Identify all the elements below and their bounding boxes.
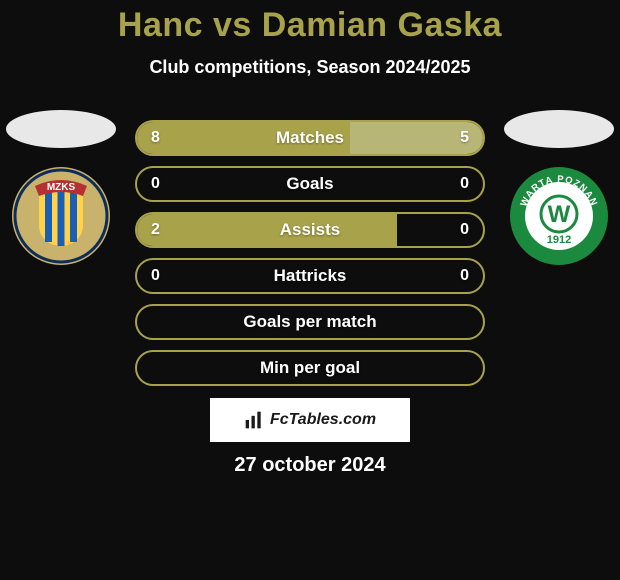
stat-value-left: 0 [151, 168, 160, 200]
stat-label: Hattricks [137, 260, 483, 292]
club-badge-right: WARTA POZNAN W 1912 [509, 166, 609, 266]
player-silhouette-icon [6, 110, 116, 148]
player-silhouette-icon [504, 110, 614, 148]
stat-row: Hattricks0 0 [135, 258, 485, 294]
stat-value-left: 0 [151, 260, 160, 292]
stat-value-left: 8 [151, 122, 160, 154]
badge-right-year: 1912 [547, 234, 571, 246]
watermark-text: FcTables.com [270, 411, 376, 429]
stat-label: Goals [137, 168, 483, 200]
date-label: 27 october 2024 [0, 454, 620, 477]
stat-value-left: 2 [151, 214, 160, 246]
player-left: MZKS [6, 110, 116, 266]
badge-right-ring-text: WARTA POZNAN [519, 174, 600, 208]
stat-label: Goals per match [137, 306, 483, 338]
watermark: FcTables.com [210, 398, 410, 442]
stat-label: Matches [137, 122, 483, 154]
stat-label: Min per goal [137, 352, 483, 384]
stat-row: Matches8 5 [135, 120, 485, 156]
stat-value-right: 5 [460, 122, 469, 154]
stat-row: Min per goal [135, 350, 485, 386]
stats-list: Matches85Goals00Assists20Hattricks00Goal… [135, 120, 485, 386]
stat-value-right: 0 [460, 214, 469, 246]
stat-value-right: 0 [460, 260, 469, 292]
comparison-card: Hanc vs Damian Gaska Club competitions, … [0, 0, 620, 580]
badge-left-text: MZKS [47, 182, 76, 193]
page-subtitle: Club competitions, Season 2024/2025 [0, 57, 620, 78]
page-title: Hanc vs Damian Gaska [0, 6, 620, 45]
stat-label: Assists [137, 214, 483, 246]
svg-text:WARTA POZNAN: WARTA POZNAN [519, 174, 600, 208]
stat-row: Goals per match [135, 304, 485, 340]
player-right: WARTA POZNAN W 1912 [504, 110, 614, 266]
club-badge-left: MZKS [11, 166, 111, 266]
stat-value-right: 0 [460, 168, 469, 200]
stat-row: Goals0 0 [135, 166, 485, 202]
stat-row: Assists2 0 [135, 212, 485, 248]
badge-right-letter: W [548, 201, 571, 228]
chart-icon [244, 410, 264, 430]
